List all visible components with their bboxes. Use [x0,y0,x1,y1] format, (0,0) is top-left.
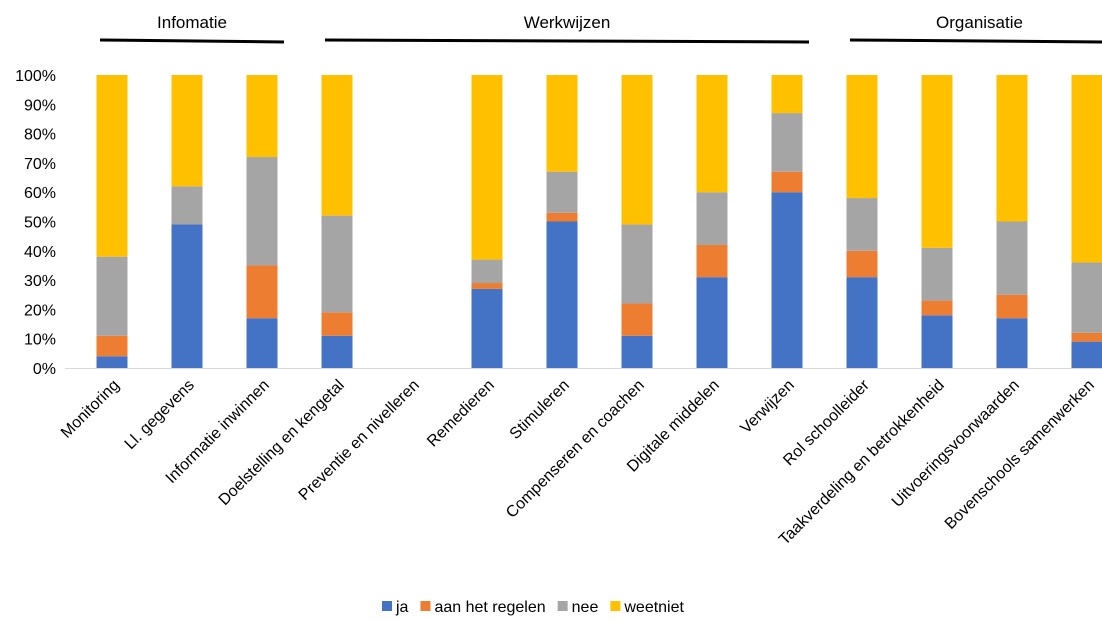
bar-segment-aan-het-regelen [846,250,878,278]
legend-entry: ja [395,599,409,616]
bar-segment-aan-het-regelen [546,212,578,222]
y-axis: 0% 10% 20% 30% 40% 50% 60% 70% 80% 90% 100% [15,68,56,378]
bar-segment-nee [96,256,128,336]
bar-segment-ja [246,318,278,368]
y-tick-label: 80% [24,127,56,144]
bar-segment-nee [621,224,653,304]
bar-segment-aan-het-regelen [96,335,128,357]
legend: ja aan het regelen nee weetniet [382,599,685,616]
x-tick-label: Monitoring [58,377,123,442]
bar-segment-aan-het-regelen [696,244,728,278]
bar-segment-weetniet [321,75,353,216]
legend-entry: weetniet [623,599,684,616]
bar-segment-nee [846,198,878,251]
y-tick-label: 100% [15,68,56,85]
x-tick-label: Stimuleren [507,377,573,443]
x-tick-label: Preventie en nivelleren [296,377,423,504]
x-tick-label: Verwijzen [737,377,797,437]
y-tick-label: 70% [24,156,56,173]
x-tick-label: Bovenschools samenwerken [942,377,1098,533]
bar-segment-ja [171,224,203,368]
group-label: Werkwijzen [524,13,611,32]
bar-segment-ja [771,192,803,368]
bar-segment-nee [321,215,353,313]
bar-segment-ja [621,335,653,368]
legend-swatch [610,601,621,611]
y-tick-label: 90% [24,97,56,114]
bar-segment-aan-het-regelen [321,312,353,336]
bar-segment-ja [546,221,578,368]
bar-segment-aan-het-regelen [246,265,278,319]
bar-segment-ja [96,356,128,368]
bar-segment-nee [771,113,803,172]
legend-swatch [420,601,431,611]
bar-segment-weetniet [696,75,728,193]
x-tick-label: Compenseren en coachen [503,377,648,522]
x-tick-label: Taakverdeling en betrokkenheid [776,377,948,549]
x-tick-label: Doelstelling en kengetal [216,377,348,509]
bar-segment-ja [1071,341,1102,368]
bar-segment-nee [546,171,578,213]
group-bracket [99,38,285,44]
bar-segment-weetniet [1071,75,1102,263]
y-tick-label: 20% [24,302,56,319]
y-tick-label: 50% [24,215,56,232]
bar-segment-nee [1071,262,1102,333]
bar-segment-weetniet [921,75,953,248]
y-tick-label: 60% [24,185,56,202]
bar-segment-weetniet [546,75,578,172]
legend-swatch [382,601,392,611]
x-tick-label: Uitvoeringsvoorwaarden [889,377,1023,511]
y-tick-label: 30% [24,273,56,290]
bar-segment-weetniet [471,75,503,260]
bar-segment-weetniet [621,75,653,225]
bar-segment-weetniet [996,75,1028,222]
x-tick-label: Ll. gegevens [122,377,198,453]
group-bracket [324,38,810,44]
bar-segment-ja [696,277,728,368]
bar-segment-nee [996,221,1028,295]
bar-segment-weetniet [246,75,278,158]
bar-segment-weetniet [846,75,878,199]
group-label: Organisatie [936,13,1023,32]
y-tick-label: 40% [24,244,56,261]
bar-segment-aan-het-regelen [996,294,1028,319]
group-label: Infomatie [157,13,227,32]
bar-segment-aan-het-regelen [921,300,953,316]
group-bracket [849,38,1102,44]
bar-segment-ja [996,318,1028,368]
bar-segment-nee [471,259,503,284]
bar-segment-nee [921,247,953,301]
bar-segment-aan-het-regelen [771,171,803,193]
legend-swatch [557,601,568,611]
bar-segment-ja [846,277,878,368]
bar-segment-nee [171,186,203,225]
bar-segment-weetniet [96,75,128,257]
bar-segment-weetniet [771,75,803,114]
y-tick-label: 0% [33,361,56,378]
bar-segment-weetniet [171,75,203,187]
bars [96,75,1102,368]
bar-segment-aan-het-regelen [1071,332,1102,342]
x-tick-label: Remedieren [424,377,498,451]
bar-segment-ja [471,288,503,368]
bar-segment-nee [246,157,278,266]
category-groups: Infomatie Werkwijzen Organisatie [99,13,1102,44]
legend-entry: aan het regelen [434,599,545,616]
bar-segment-nee [696,192,728,245]
y-tick-label: 10% [24,332,56,349]
bar-segment-ja [921,315,953,368]
bar-segment-aan-het-regelen [471,283,503,289]
bar-segment-ja [321,335,353,368]
legend-entry: nee [572,599,599,616]
bar-segment-aan-het-regelen [621,303,653,336]
